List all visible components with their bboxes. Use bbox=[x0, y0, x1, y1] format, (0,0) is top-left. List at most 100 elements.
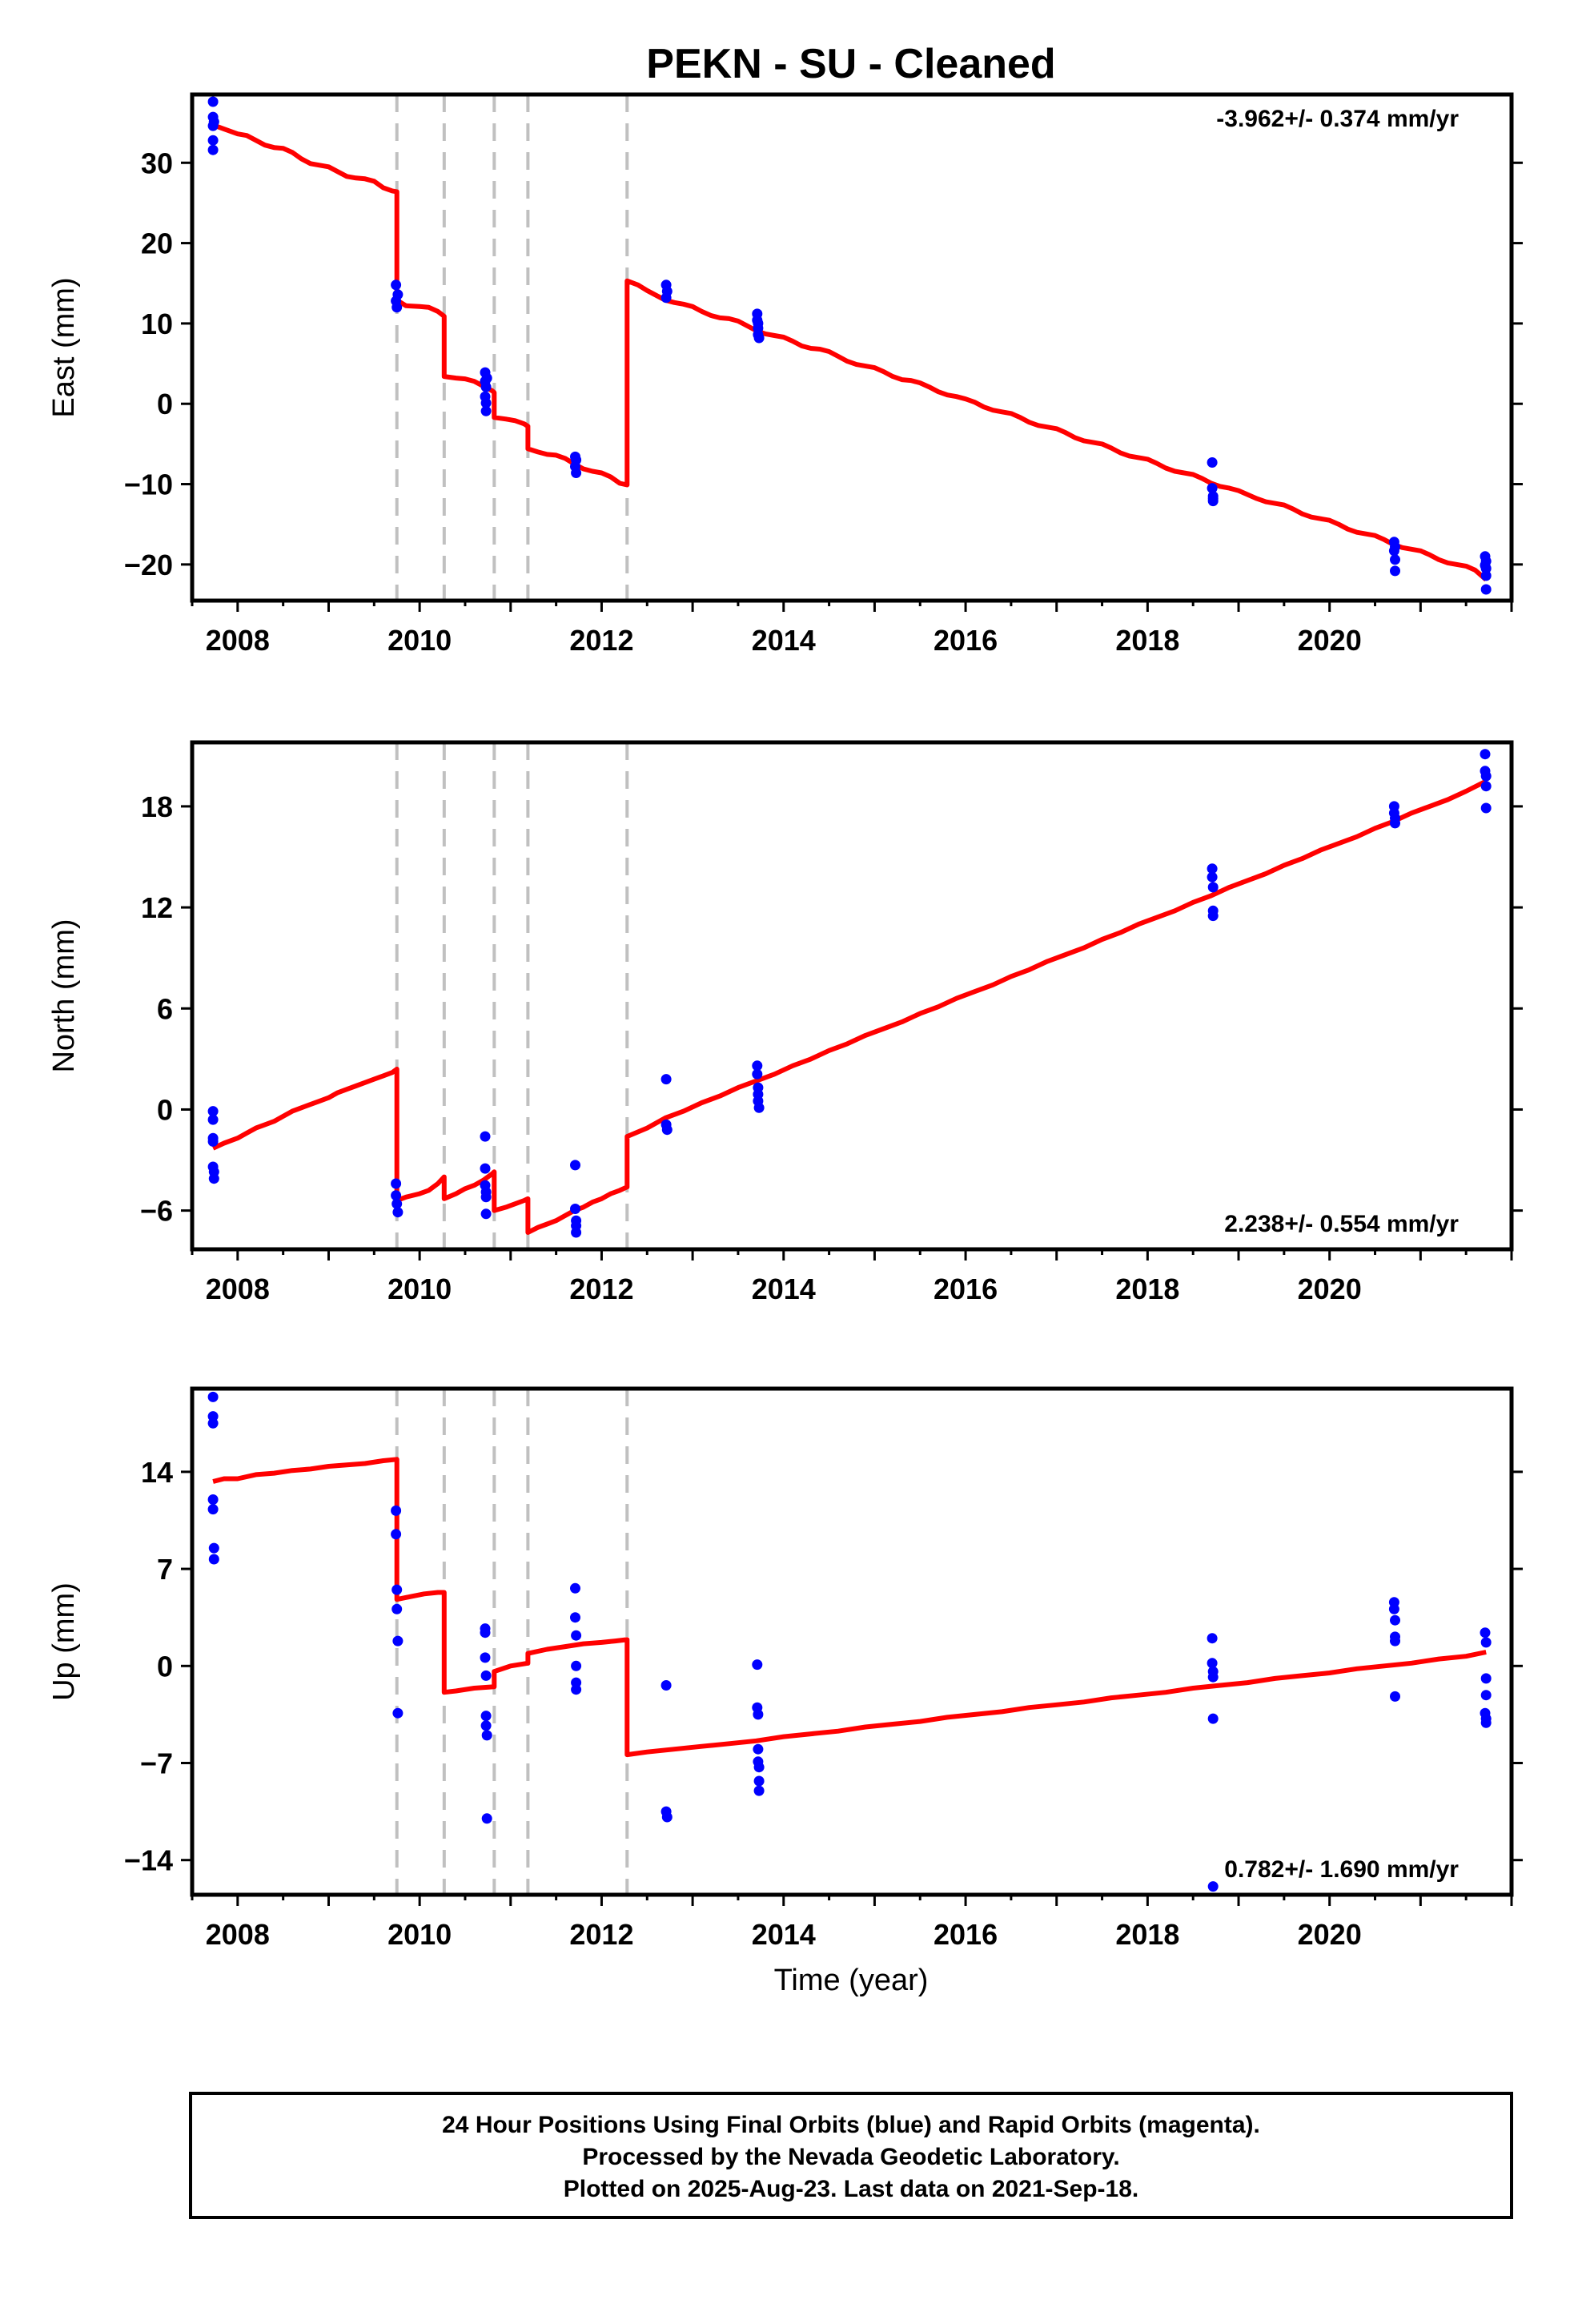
north-data-point bbox=[1480, 781, 1492, 792]
east-data-point bbox=[571, 454, 582, 465]
east-y-tick-label: 0 bbox=[157, 388, 173, 420]
east-data-point bbox=[481, 372, 492, 384]
up-data-point bbox=[1480, 1627, 1491, 1638]
up-x-tick-label: 2020 bbox=[1298, 1918, 1362, 1951]
up-x-tick-label: 2008 bbox=[206, 1918, 270, 1951]
north-data-point bbox=[392, 1207, 404, 1218]
up-data-point bbox=[570, 1612, 580, 1623]
up-x-tick-label: 2018 bbox=[1115, 1918, 1179, 1951]
north-plot-frame bbox=[190, 740, 1514, 1252]
east-data-point bbox=[207, 135, 219, 146]
up-data-point bbox=[480, 1670, 492, 1681]
up-data-point bbox=[1207, 1633, 1218, 1644]
north-data-point bbox=[480, 1208, 492, 1220]
footer-box: 24 Hour Positions Using Final Orbits (bl… bbox=[189, 2092, 1513, 2219]
up-data-point bbox=[208, 1554, 219, 1565]
north-rate-label: 2.238+/- 0.554 mm/yr bbox=[1224, 1211, 1459, 1237]
north-data-point bbox=[752, 1068, 763, 1080]
north-y-tick-label: 0 bbox=[157, 1093, 173, 1126]
east-data-point bbox=[1390, 565, 1400, 577]
up-data-point bbox=[661, 1811, 673, 1823]
up-data-point bbox=[753, 1709, 764, 1720]
up-data-point bbox=[1207, 1658, 1218, 1669]
east-x-tick-label: 2018 bbox=[1115, 624, 1179, 657]
east-data-point bbox=[480, 397, 492, 408]
east-data-point bbox=[1480, 570, 1492, 581]
east-y-tick-label: −20 bbox=[124, 549, 173, 581]
up-plot-frame bbox=[190, 1386, 1514, 1897]
north-data-point bbox=[207, 1114, 219, 1125]
up-data-point bbox=[480, 1627, 491, 1638]
up-data-point bbox=[1390, 1614, 1400, 1626]
up-data-point bbox=[392, 1707, 404, 1719]
up-y-tick-label: 14 bbox=[141, 1456, 173, 1489]
up-data-point bbox=[753, 1775, 765, 1787]
up-data-point bbox=[207, 1504, 219, 1515]
up-x-tick-label: 2012 bbox=[569, 1918, 633, 1951]
east-y-tick-label: 30 bbox=[141, 147, 173, 179]
north-x-tick-label: 2016 bbox=[934, 1273, 998, 1305]
east-data-point bbox=[1390, 541, 1400, 553]
north-model-line bbox=[211, 778, 1488, 1235]
up-data-point bbox=[1480, 1673, 1492, 1684]
north-data-point bbox=[570, 1204, 580, 1214]
east-x-tick-label: 2020 bbox=[1298, 624, 1362, 657]
east-x-tick-label: 2014 bbox=[752, 624, 816, 657]
up-data-point bbox=[1207, 1671, 1219, 1683]
north-y-tick-label: −6 bbox=[140, 1195, 173, 1228]
east-data-point bbox=[480, 381, 492, 392]
east-x-tick-label: 2012 bbox=[569, 624, 633, 657]
north-x-tick-label: 2014 bbox=[752, 1273, 816, 1305]
north-y-axis-label: North (mm) bbox=[47, 919, 81, 1072]
up-rate-label: 0.782+/- 1.690 mm/yr bbox=[1224, 1856, 1459, 1883]
north-data-point bbox=[391, 1178, 402, 1189]
east-x-tick-label: 2010 bbox=[387, 624, 452, 657]
north-data-point bbox=[1207, 882, 1219, 893]
east-data-point bbox=[207, 144, 219, 155]
up-data-point bbox=[753, 1785, 765, 1796]
up-y-tick-label: 7 bbox=[157, 1553, 173, 1586]
up-data-point bbox=[208, 1542, 219, 1554]
up-data-point bbox=[392, 1635, 404, 1647]
up-data-point bbox=[753, 1743, 764, 1755]
north-data-point bbox=[570, 1160, 580, 1171]
up-data-point bbox=[1207, 1713, 1219, 1724]
north-x-tick-label: 2012 bbox=[569, 1273, 633, 1305]
up-y-tick-label: −14 bbox=[124, 1844, 173, 1877]
east-y-tick-label: 10 bbox=[141, 308, 173, 340]
up-data-point bbox=[753, 1762, 765, 1773]
up-y-tick-label: 0 bbox=[157, 1650, 173, 1683]
north-x-tick-label: 2018 bbox=[1115, 1273, 1179, 1305]
east-plot-frame bbox=[190, 92, 1514, 603]
east-data-point bbox=[1207, 457, 1218, 468]
up-data-point bbox=[661, 1680, 672, 1691]
east-data-point bbox=[1207, 493, 1219, 505]
east-data-point bbox=[1480, 556, 1492, 567]
north-panel: 2008 2010 2012 2014 2016 2018 2020 −6 0 6 12 18 Nort… bbox=[47, 740, 1523, 1305]
east-data-point bbox=[571, 468, 582, 478]
north-x-tick-label: 2020 bbox=[1298, 1273, 1362, 1305]
east-data-point bbox=[753, 332, 765, 344]
up-data-point bbox=[1390, 1691, 1400, 1702]
north-data-point bbox=[1480, 770, 1492, 782]
up-data-point bbox=[207, 1494, 219, 1505]
east-model-line bbox=[212, 123, 1488, 582]
east-data-point bbox=[391, 302, 403, 313]
east-panel: 2008 2010 2012 2014 2016 2018 2020 −20 −10 0 10 20 3… bbox=[47, 92, 1523, 657]
up-data-point bbox=[391, 1505, 402, 1516]
up-data-point bbox=[207, 1417, 219, 1429]
up-data-point bbox=[480, 1711, 492, 1722]
footer-line-2: Processed by the Nevada Geodetic Laborat… bbox=[582, 2144, 1119, 2170]
east-data-point bbox=[1480, 584, 1492, 595]
north-data-point bbox=[1207, 863, 1218, 875]
north-y-tick-label: 6 bbox=[157, 992, 173, 1025]
up-y-axis-label: Up (mm) bbox=[47, 1582, 81, 1701]
north-x-tick-label: 2010 bbox=[387, 1273, 452, 1305]
up-data-point bbox=[571, 1660, 582, 1671]
north-y-tick-label: 18 bbox=[141, 790, 173, 823]
north-x-tick-label: 2008 bbox=[206, 1273, 270, 1305]
east-x-tick-label: 2016 bbox=[934, 624, 998, 657]
chart-title: PEKN - SU - Cleaned bbox=[646, 41, 1055, 87]
east-data-point bbox=[480, 405, 492, 416]
up-data-point bbox=[1480, 1690, 1492, 1701]
